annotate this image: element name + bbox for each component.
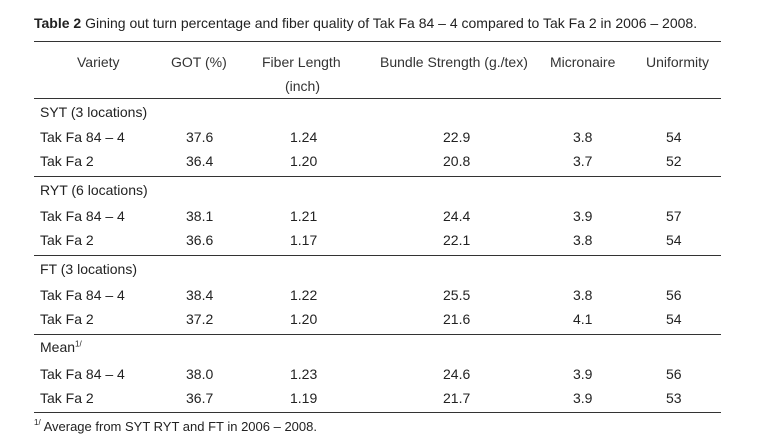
- mean-footnote-marker: 1/: [75, 339, 82, 349]
- header-variety: Variety: [77, 54, 120, 70]
- cell-micronaire: 4.1: [573, 311, 593, 327]
- cell-strength: 21.7: [443, 390, 471, 406]
- cell-variety: Tak Fa 84 – 4: [40, 366, 125, 382]
- cell-strength: 22.9: [443, 129, 471, 145]
- cell-got: 36.6: [186, 232, 214, 248]
- table-footnote: 1/ Average from SYT RYT and FT in 2006 –…: [34, 418, 317, 434]
- cell-uniformity: 52: [666, 153, 682, 169]
- table-number: Table 2: [34, 15, 82, 31]
- cell-length: 1.20: [290, 153, 318, 169]
- cell-micronaire: 3.9: [573, 390, 593, 406]
- footnote-marker: 1/: [34, 418, 41, 427]
- cell-got: 38.4: [186, 287, 214, 303]
- cell-strength: 24.4: [443, 208, 471, 224]
- header-micronaire: Micronaire: [550, 54, 616, 70]
- table-row: Tak Fa 2 37.2 1.20 21.6 4.1 54: [0, 308, 765, 332]
- cell-strength: 24.6: [443, 366, 471, 382]
- cell-uniformity: 56: [666, 366, 682, 382]
- cell-strength: 21.6: [443, 311, 471, 327]
- group-rule: [34, 176, 721, 177]
- table-row: Tak Fa 84 – 4 38.4 1.22 25.5 3.8 56: [0, 284, 765, 308]
- header-fiber-length: Fiber Length: [262, 54, 341, 70]
- cell-variety: Tak Fa 84 – 4: [40, 129, 125, 145]
- cell-uniformity: 54: [666, 129, 682, 145]
- cell-length: 1.22: [290, 287, 318, 303]
- cell-got: 37.2: [186, 311, 214, 327]
- cell-variety: Tak Fa 2: [40, 390, 94, 406]
- cell-length: 1.20: [290, 311, 318, 327]
- cell-variety: Tak Fa 2: [40, 311, 94, 327]
- top-rule: [34, 41, 721, 42]
- cell-micronaire: 3.7: [573, 153, 593, 169]
- cell-uniformity: 56: [666, 287, 682, 303]
- header-got: GOT (%): [171, 54, 227, 70]
- cell-got: 36.4: [186, 153, 214, 169]
- header-uniformity: Uniformity: [646, 54, 710, 70]
- table-caption: Table 2 Gining out turn percentage and f…: [34, 15, 697, 31]
- cell-micronaire: 3.8: [573, 287, 593, 303]
- bottom-rule: [34, 412, 721, 413]
- mean-label: Mean: [40, 339, 76, 355]
- cell-got: 38.0: [186, 366, 214, 382]
- cell-strength: 22.1: [443, 232, 471, 248]
- cell-uniformity: 53: [666, 390, 682, 406]
- cell-uniformity: 54: [666, 311, 682, 327]
- cell-uniformity: 57: [666, 208, 682, 224]
- header-bundle-strength: Bundle Strength (g./tex): [380, 54, 528, 70]
- group-label-ryt: RYT (6 locations): [40, 182, 148, 198]
- cell-length: 1.24: [290, 129, 318, 145]
- cell-length: 1.23: [290, 366, 318, 382]
- cell-variety: Tak Fa 84 – 4: [40, 208, 125, 224]
- cell-variety: Tak Fa 84 – 4: [40, 287, 125, 303]
- cell-got: 36.7: [186, 390, 214, 406]
- table-title: Gining out turn percentage and fiber qua…: [85, 15, 698, 31]
- table-row: Tak Fa 84 – 4 38.1 1.21 24.4 3.9 57: [0, 205, 765, 229]
- table-row: Tak Fa 2 36.4 1.20 20.8 3.7 52: [0, 150, 765, 174]
- cell-length: 1.17: [290, 232, 318, 248]
- cell-micronaire: 3.9: [573, 366, 593, 382]
- header-fiber-length-unit: (inch): [285, 78, 321, 94]
- group-label-syt: SYT (3 locations): [40, 104, 148, 120]
- cell-micronaire: 3.8: [573, 129, 593, 145]
- table-row: Tak Fa 84 – 4 38.0 1.23 24.6 3.9 56: [0, 363, 765, 387]
- group-rule: [34, 255, 721, 256]
- cell-strength: 25.5: [443, 287, 471, 303]
- cell-micronaire: 3.9: [573, 208, 593, 224]
- cell-got: 38.1: [186, 208, 214, 224]
- group-label-ft: FT (3 locations): [40, 261, 137, 277]
- cell-length: 1.21: [290, 208, 318, 224]
- cell-uniformity: 54: [666, 232, 682, 248]
- cell-variety: Tak Fa 2: [40, 232, 94, 248]
- cell-got: 37.6: [186, 129, 214, 145]
- cell-variety: Tak Fa 2: [40, 153, 94, 169]
- group-label-mean: Mean1/: [40, 339, 82, 355]
- cell-strength: 20.8: [443, 153, 471, 169]
- table-row: Tak Fa 84 – 4 37.6 1.24 22.9 3.8 54: [0, 126, 765, 150]
- footnote-text: Average from SYT RYT and FT in 2006 – 20…: [43, 419, 317, 434]
- header-rule: [34, 98, 721, 99]
- table-row: Tak Fa 2 36.7 1.19 21.7 3.9 53: [0, 387, 765, 411]
- cell-micronaire: 3.8: [573, 232, 593, 248]
- group-rule: [34, 334, 721, 335]
- cell-length: 1.19: [290, 390, 318, 406]
- table-row: Tak Fa 2 36.6 1.17 22.1 3.8 54: [0, 229, 765, 253]
